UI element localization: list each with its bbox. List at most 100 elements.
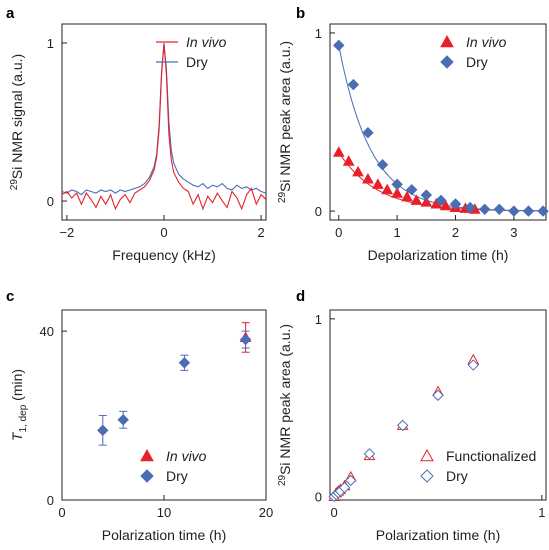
data-point <box>478 203 491 216</box>
panel-d-chart: 0 1 0 1 Polarization time (h) 29Si NMR peak a… <box>277 309 547 543</box>
y-tick-label: 1 <box>315 26 322 41</box>
plot-frame <box>329 309 547 501</box>
series-line <box>61 44 267 196</box>
legend-label: In vivo <box>186 34 227 50</box>
data-point <box>376 159 389 171</box>
data-point <box>439 199 452 211</box>
y-tick-label: 0 <box>47 194 54 209</box>
data-point <box>435 194 447 207</box>
y-axis-label-text: Si NMR peak area (a.u.) <box>277 324 293 475</box>
x-tick-label: 0 <box>335 225 342 240</box>
y-axis-label-superscript: 29 <box>277 474 288 486</box>
data-point <box>332 146 345 157</box>
x-tick-label: −2 <box>59 225 74 240</box>
data-point <box>352 165 364 177</box>
data-point <box>333 39 345 52</box>
x-tick-label: 20 <box>259 505 273 520</box>
y-axis-label-unit: (min) <box>9 369 25 405</box>
legend-label: Dry <box>466 54 488 70</box>
legend-label: In vivo <box>166 448 207 464</box>
y-tick-label: 0 <box>47 493 54 508</box>
data-point <box>449 198 462 210</box>
fit-curve <box>338 45 544 212</box>
y-axis-label-text: Si NMR peak area (a.u.) <box>277 41 293 192</box>
data-point <box>391 178 403 191</box>
x-axis-label: Polarization time (h) <box>102 527 227 543</box>
x-tick-label: 10 <box>157 505 171 520</box>
x-tick-label: 2 <box>258 225 265 240</box>
data-point <box>537 205 549 217</box>
data-point <box>432 389 444 401</box>
y-tick-label: 1 <box>47 36 54 51</box>
data-point <box>338 481 351 494</box>
data-point <box>467 359 480 371</box>
y-tick-label: 1 <box>315 312 322 327</box>
data-point <box>464 201 476 214</box>
panel-label-a: a <box>6 5 15 22</box>
data-point <box>381 183 394 195</box>
x-axis-label: Depolarization time (h) <box>368 247 509 263</box>
panel-label-b: b <box>296 5 305 22</box>
y-axis-label-superscript: 29 <box>277 191 288 203</box>
y-axis-label: 29Si NMR peak area (a.u.) <box>277 41 293 203</box>
data-point <box>401 190 413 202</box>
legend-marker <box>140 469 154 483</box>
x-tick-label: 0 <box>331 505 338 520</box>
plot-frame <box>61 23 267 221</box>
data-point <box>391 187 403 198</box>
data-point <box>117 414 129 426</box>
panel-c-chart: 0 10 20 0 40 Polarization time (h) T1, dep (mi… <box>9 309 273 543</box>
panel-a-chart: −2 0 2 0 1 Frequency (kHz) 29Si NMR signal (a.… <box>9 23 267 263</box>
series-line <box>61 42 267 211</box>
data-point <box>372 178 384 189</box>
legend-label: Dry <box>166 468 188 484</box>
data-point <box>410 194 423 205</box>
x-tick-label: 0 <box>58 505 65 520</box>
panel-label-c: c <box>6 288 14 305</box>
legend-label: In vivo <box>466 34 507 50</box>
x-axis-label: Frequency (kHz) <box>112 247 215 263</box>
y-axis-label-symbol: T <box>9 431 25 441</box>
panel-b-chart: 0 1 2 3 0 1 Depolarization time (h) 29Si NMR pe… <box>277 23 549 263</box>
legend-label: Dry <box>186 54 208 70</box>
legend-marker <box>420 469 434 483</box>
x-tick-label: 0 <box>160 225 167 240</box>
legend-marker <box>420 448 434 462</box>
data-point <box>239 333 252 346</box>
y-axis-label-superscript: 29 <box>9 179 20 191</box>
y-axis-label-text: Si NMR signal (a.u.) <box>9 54 25 179</box>
data-point <box>347 78 360 91</box>
plot-frame <box>61 309 267 501</box>
x-tick-label: 1 <box>538 505 545 520</box>
x-tick-label: 1 <box>394 225 401 240</box>
y-tick-label: 0 <box>315 204 322 219</box>
data-point <box>420 196 433 207</box>
x-axis-label: Polarization time (h) <box>376 527 501 543</box>
data-point <box>178 357 191 369</box>
data-point <box>493 203 506 216</box>
data-point <box>97 424 109 437</box>
data-point <box>342 155 355 166</box>
data-point <box>396 419 409 432</box>
data-point <box>522 205 535 217</box>
y-axis-label-subscript: 1, dep <box>18 404 29 432</box>
y-axis-label: 29Si NMR peak area (a.u.) <box>277 324 293 486</box>
x-tick-label: 3 <box>510 225 517 240</box>
data-point <box>362 172 374 184</box>
data-point <box>362 126 374 139</box>
x-tick-label: 2 <box>452 225 459 240</box>
data-point <box>406 184 418 196</box>
legend-marker <box>140 448 154 462</box>
data-point <box>345 474 357 487</box>
y-axis-label: T1, dep (min) <box>9 369 29 441</box>
y-axis-label: 29Si NMR signal (a.u.) <box>9 54 25 190</box>
y-tick-label: 0 <box>315 489 322 504</box>
data-point <box>363 448 376 460</box>
y-tick-label: 40 <box>40 324 54 339</box>
legend-label: Dry <box>446 468 468 484</box>
data-point <box>508 205 520 217</box>
legend-marker <box>440 34 454 48</box>
data-point <box>420 189 433 201</box>
plot-frame <box>329 23 547 221</box>
